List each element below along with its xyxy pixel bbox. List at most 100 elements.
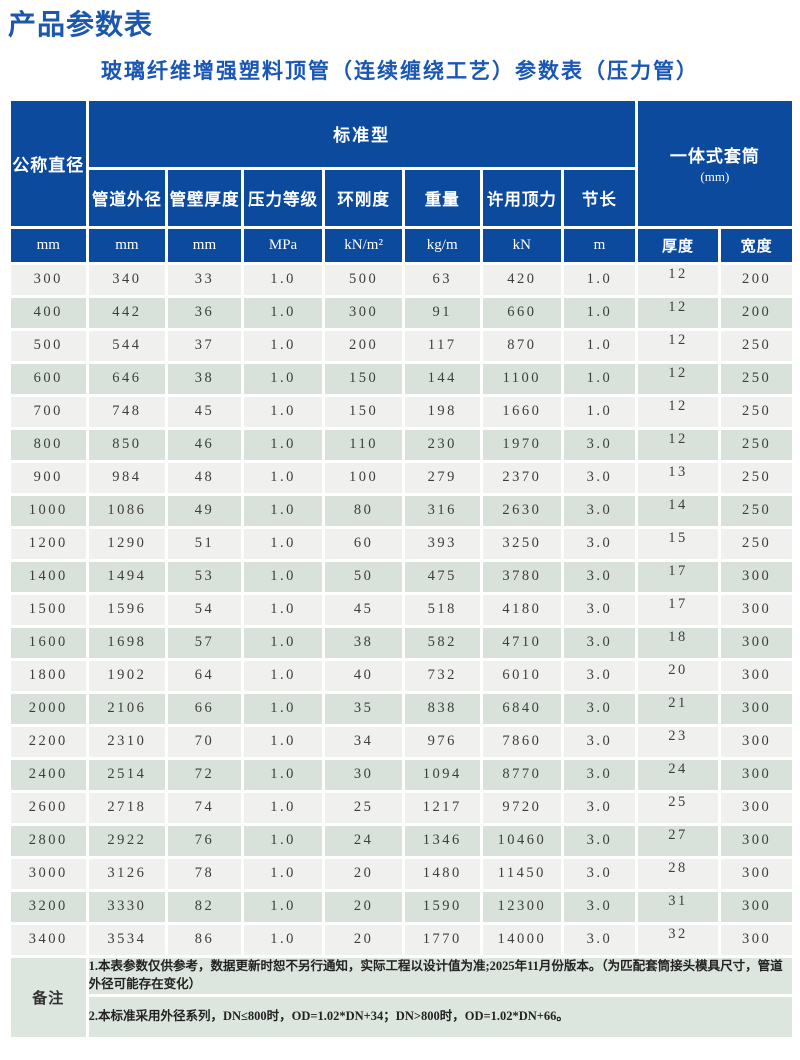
table-cell: 1100 — [482, 363, 562, 394]
table-cell: 1346 — [404, 825, 480, 856]
sub-header-ring-stiffness: 环刚度 — [325, 169, 402, 226]
table-cell: 984 — [88, 462, 166, 493]
table-cell: 24 — [637, 759, 719, 790]
table-cell: 2922 — [88, 825, 166, 856]
table-cell: 279 — [404, 462, 480, 493]
table-cell: 3000 — [11, 858, 86, 889]
table-cell: 300 — [721, 891, 792, 922]
table-cell: 838 — [404, 693, 480, 724]
sleeve-group-unit: (mm) — [700, 168, 730, 184]
header-group-sleeve: 一体式套筒 (mm) — [637, 100, 792, 226]
table-cell: 3.0 — [564, 495, 635, 526]
table-cell: 1970 — [482, 429, 562, 460]
sub-header-pressure-class: 压力等级 — [243, 169, 323, 226]
table-cell: 2514 — [88, 759, 166, 790]
table-cell: 300 — [721, 726, 792, 757]
table-cell: 500 — [325, 264, 402, 295]
table-cell: 2400 — [11, 759, 86, 790]
table-cell: 250 — [721, 396, 792, 427]
table-cell: 12300 — [482, 891, 562, 922]
table-cell: 72 — [168, 759, 241, 790]
table-cell: 6840 — [482, 693, 562, 724]
table-cell: 1086 — [88, 495, 166, 526]
table-cell: 660 — [482, 297, 562, 328]
table-cell: 80 — [325, 495, 402, 526]
table-cell: 12 — [637, 429, 719, 460]
table-cell: 57 — [168, 627, 241, 658]
table-cell: 4180 — [482, 594, 562, 625]
unit-cell: mm — [11, 228, 86, 262]
table-cell: 1.0 — [564, 297, 635, 328]
table-cell: 250 — [721, 462, 792, 493]
table-cell: 250 — [721, 330, 792, 361]
table-cell: 1.0 — [243, 330, 323, 361]
table-cell: 3126 — [88, 858, 166, 889]
table-cell: 45 — [168, 396, 241, 427]
table-cell: 1.0 — [564, 396, 635, 427]
table-cell: 70 — [168, 726, 241, 757]
table-cell: 200 — [325, 330, 402, 361]
table-cell: 2200 — [11, 726, 86, 757]
sub-header-wall-thickness: 管壁厚度 — [168, 169, 241, 226]
table-cell: 17 — [637, 561, 719, 592]
table-cell: 50 — [325, 561, 402, 592]
sleeve-col-width: 宽度 — [721, 228, 792, 262]
table-cell: 2718 — [88, 792, 166, 823]
table-cell: 91 — [404, 297, 480, 328]
table-cell: 8770 — [482, 759, 562, 790]
table-cell: 18 — [637, 627, 719, 658]
table-cell: 1.0 — [243, 858, 323, 889]
table-cell: 11450 — [482, 858, 562, 889]
table-cell: 250 — [721, 528, 792, 559]
table-row: 1200 1290 51 1.0 60 393 3250 3.0 15 250 — [11, 528, 792, 559]
table-cell: 600 — [11, 363, 86, 394]
table-row: 3200 3330 82 1.0 20 1590 12300 3.0 31 300 — [11, 891, 792, 922]
table-cell: 110 — [325, 429, 402, 460]
table-cell: 198 — [404, 396, 480, 427]
table-cell: 37 — [168, 330, 241, 361]
table-cell: 13 — [637, 462, 719, 493]
table-cell: 3400 — [11, 924, 86, 955]
page-title: 产品参数表 — [8, 9, 154, 40]
table-cell: 2370 — [482, 462, 562, 493]
table-cell: 78 — [168, 858, 241, 889]
table-header: 公称直径 标准型 一体式套筒 (mm) 管道外径 管壁厚度 压力等级 环刚度 重… — [11, 100, 792, 262]
table-cell: 1770 — [404, 924, 480, 955]
table-cell: 33 — [168, 264, 241, 295]
table-cell: 393 — [404, 528, 480, 559]
table-cell: 732 — [404, 660, 480, 691]
table-cell: 30 — [325, 759, 402, 790]
table-cell: 3534 — [88, 924, 166, 955]
table-cell: 1.0 — [243, 297, 323, 328]
table-cell: 40 — [325, 660, 402, 691]
table-row: 3400 3534 86 1.0 20 1770 14000 3.0 32 300 — [11, 924, 792, 955]
table-cell: 518 — [404, 594, 480, 625]
table-cell: 1.0 — [243, 264, 323, 295]
table-cell: 9720 — [482, 792, 562, 823]
table-cell: 1.0 — [243, 561, 323, 592]
table-cell: 2106 — [88, 693, 166, 724]
remarks-label: 备注 — [11, 957, 86, 1037]
table-cell: 300 — [721, 858, 792, 889]
table-cell: 850 — [88, 429, 166, 460]
table-cell: 6010 — [482, 660, 562, 691]
table-cell: 870 — [482, 330, 562, 361]
table-cell: 1600 — [11, 627, 86, 658]
table-cell: 1217 — [404, 792, 480, 823]
table-body: 300 340 33 1.0 500 63 420 1.0 12 200 400 442 36 1.0 30… — [11, 264, 792, 955]
table-cell: 14000 — [482, 924, 562, 955]
table-cell: 420 — [482, 264, 562, 295]
table-cell: 3.0 — [564, 429, 635, 460]
table-cell: 1.0 — [243, 528, 323, 559]
table-row: 700 748 45 1.0 150 198 1660 1.0 12 250 — [11, 396, 792, 427]
table-cell: 1.0 — [243, 759, 323, 790]
table-cell: 1596 — [88, 594, 166, 625]
table-cell: 1480 — [404, 858, 480, 889]
table-cell: 800 — [11, 429, 86, 460]
table-cell: 150 — [325, 363, 402, 394]
table-cell: 38 — [325, 627, 402, 658]
unit-cell: MPa — [243, 228, 323, 262]
table-cell: 144 — [404, 363, 480, 394]
table-cell: 700 — [11, 396, 86, 427]
